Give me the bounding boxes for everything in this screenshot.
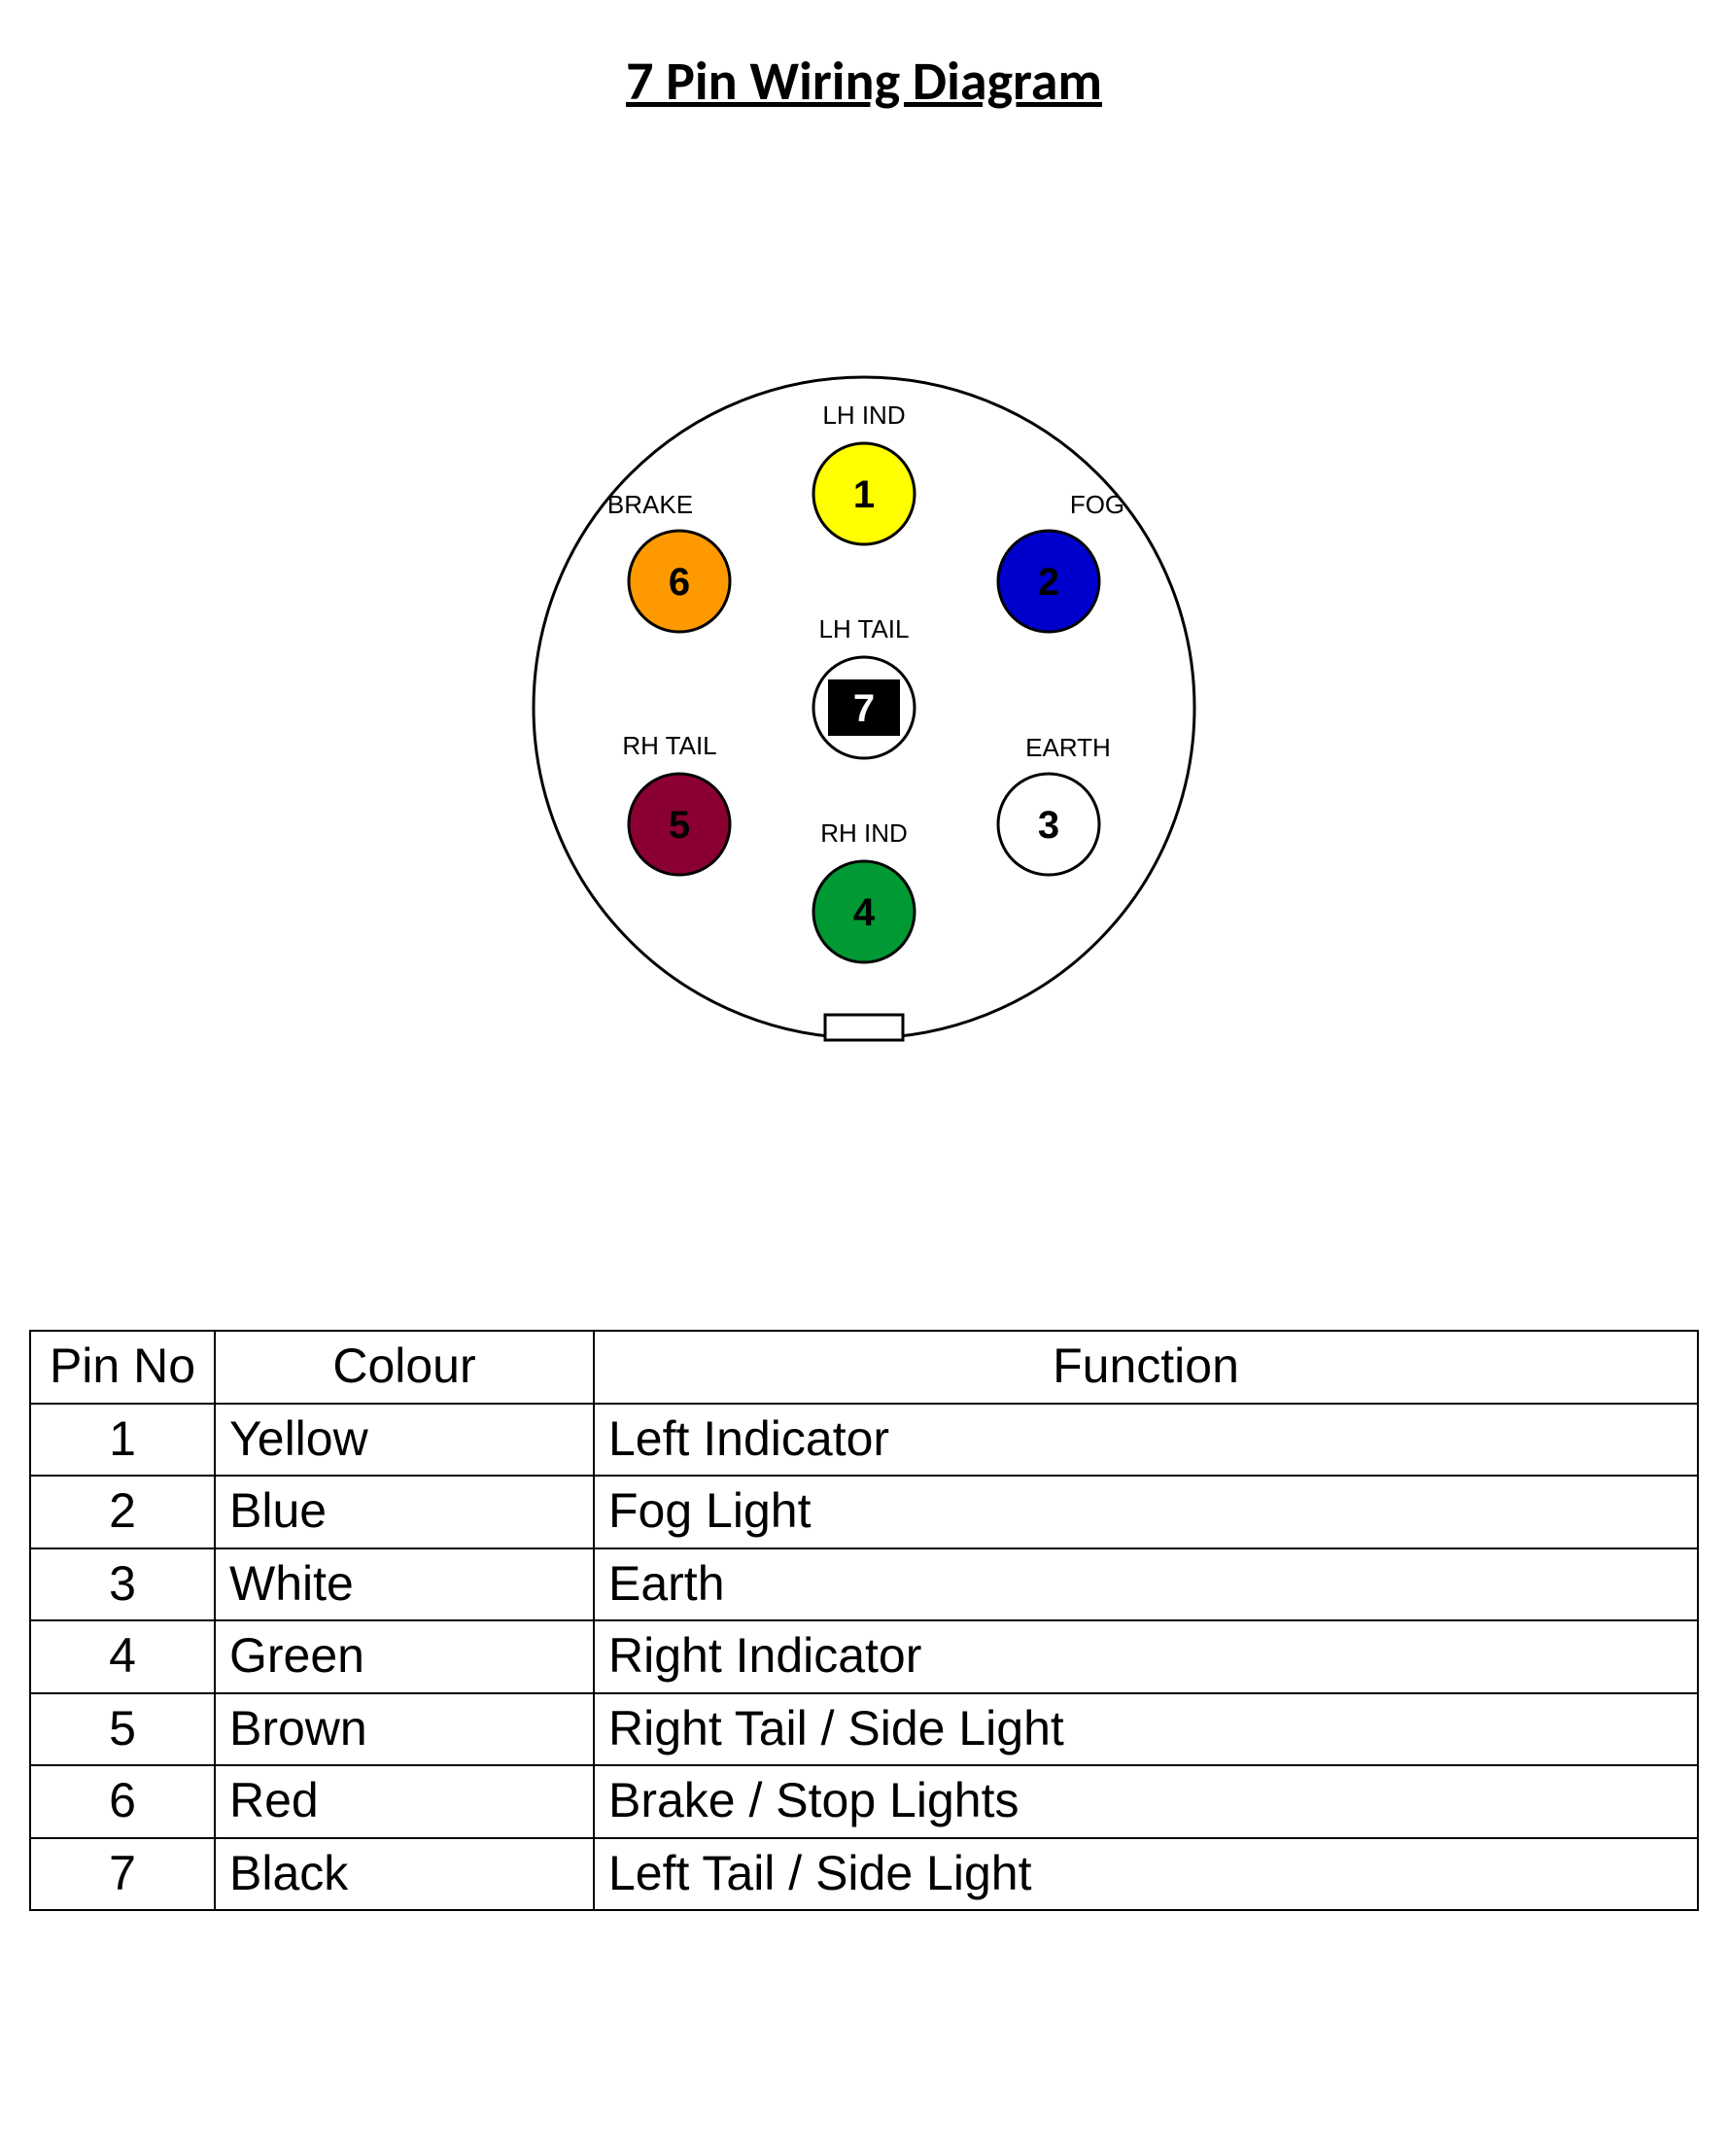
pin-label-3: EARTH	[1025, 733, 1111, 762]
cell-function: Right Tail / Side Light	[594, 1693, 1698, 1766]
pin-number-7: 7	[853, 687, 875, 730]
cell-pin: 6	[30, 1765, 215, 1838]
header-colour: Colour	[215, 1331, 594, 1404]
cell-function: Earth	[594, 1548, 1698, 1621]
pin-label-2: FOG	[1070, 490, 1124, 519]
cell-pin: 3	[30, 1548, 215, 1621]
cell-function: Right Indicator	[594, 1620, 1698, 1693]
table-row: 5BrownRight Tail / Side Light	[30, 1693, 1698, 1766]
pin-number-6: 6	[669, 561, 690, 604]
connector-svg: LH IND 1 FOG 2 EARTH 3 RH IND 4 RH TAIL 5 BRAKE 6 LH…	[475, 319, 1253, 1096]
page: 7 Pin Wiring Diagram LH IND 1 FOG 2 EARTH 3 RH…	[0, 0, 1728, 2156]
connector-notch	[825, 1015, 903, 1040]
cell-colour: White	[215, 1548, 594, 1621]
cell-function: Brake / Stop Lights	[594, 1765, 1698, 1838]
table-row: 6RedBrake / Stop Lights	[30, 1765, 1698, 1838]
cell-pin: 7	[30, 1838, 215, 1911]
table-row: 7BlackLeft Tail / Side Light	[30, 1838, 1698, 1911]
cell-colour: Green	[215, 1620, 594, 1693]
cell-colour: Blue	[215, 1476, 594, 1548]
connector-diagram: LH IND 1 FOG 2 EARTH 3 RH IND 4 RH TAIL 5 BRAKE 6 LH…	[29, 319, 1699, 1096]
pin-number-3: 3	[1038, 804, 1059, 847]
table-row: 4GreenRight Indicator	[30, 1620, 1698, 1693]
pin-label-7: LH TAIL	[819, 614, 910, 643]
pin-number-1: 1	[853, 473, 875, 516]
header-pin: Pin No	[30, 1331, 215, 1404]
cell-colour: Yellow	[215, 1404, 594, 1477]
pin-number-5: 5	[669, 804, 690, 847]
table-row: 1YellowLeft Indicator	[30, 1404, 1698, 1477]
table-row: 3WhiteEarth	[30, 1548, 1698, 1621]
page-title: 7 Pin Wiring Diagram	[29, 49, 1699, 115]
table-header-row: Pin No Colour Function	[30, 1331, 1698, 1404]
pin-label-1: LH IND	[822, 400, 905, 430]
cell-colour: Black	[215, 1838, 594, 1911]
cell-function: Fog Light	[594, 1476, 1698, 1548]
cell-pin: 5	[30, 1693, 215, 1766]
cell-function: Left Indicator	[594, 1404, 1698, 1477]
cell-colour: Red	[215, 1765, 594, 1838]
pin-number-2: 2	[1038, 561, 1059, 604]
cell-function: Left Tail / Side Light	[594, 1838, 1698, 1911]
pin-number-4: 4	[853, 891, 876, 934]
pin-label-4: RH IND	[820, 818, 908, 848]
cell-colour: Brown	[215, 1693, 594, 1766]
header-func: Function	[594, 1331, 1698, 1404]
pin-table: Pin No Colour Function 1YellowLeft Indic…	[29, 1330, 1699, 1911]
pin-label-5: RH TAIL	[622, 731, 716, 760]
cell-pin: 4	[30, 1620, 215, 1693]
table-row: 2BlueFog Light	[30, 1476, 1698, 1548]
cell-pin: 1	[30, 1404, 215, 1477]
cell-pin: 2	[30, 1476, 215, 1548]
pin-label-6: BRAKE	[607, 490, 693, 519]
